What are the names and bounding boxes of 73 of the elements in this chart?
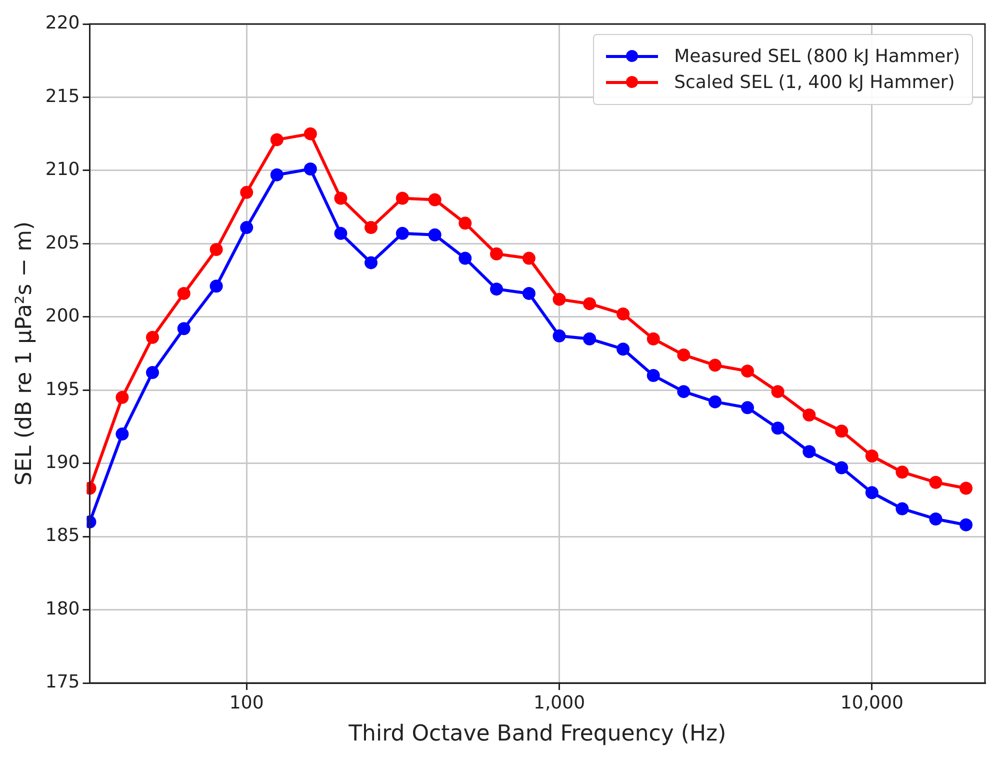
- y-tick-label: 205: [45, 232, 80, 254]
- point: [116, 390, 129, 404]
- point: [896, 502, 909, 516]
- point: [177, 322, 190, 336]
- point: [116, 428, 129, 441]
- point: [210, 243, 223, 256]
- point: [646, 332, 660, 346]
- point: [835, 461, 848, 474]
- y-tick-label: 185: [45, 525, 80, 546]
- y-tick-label: 210: [45, 159, 80, 180]
- point: [428, 228, 442, 242]
- point: [177, 286, 190, 300]
- point: [270, 168, 284, 182]
- point: [677, 348, 690, 362]
- point: [960, 482, 973, 495]
- point: [304, 127, 317, 140]
- y-tick-label: 220: [45, 12, 80, 34]
- point: [210, 280, 223, 293]
- legend-label: Measured SEL (800 kJ Hammer): [674, 46, 960, 67]
- point: [270, 133, 284, 146]
- point: [929, 512, 942, 526]
- point: [146, 330, 159, 344]
- point: [240, 221, 254, 234]
- x-tick-label: 1,000: [533, 692, 586, 714]
- point: [960, 518, 973, 532]
- point: [835, 424, 848, 438]
- x-tick-label: 10,000: [840, 692, 904, 714]
- point: [896, 466, 909, 479]
- point: [552, 292, 566, 306]
- point: [458, 252, 472, 265]
- point: [616, 342, 630, 356]
- point: [146, 366, 159, 380]
- x-axis-title: Third Octave Band Frequency (Hz): [348, 722, 726, 747]
- point: [522, 286, 536, 300]
- point: [865, 486, 878, 500]
- point: [490, 247, 504, 260]
- point: [396, 226, 409, 240]
- point: [583, 332, 596, 346]
- x-tick-label: 100: [229, 692, 264, 714]
- point: [490, 282, 504, 296]
- point: [583, 297, 596, 310]
- y-tick-label: 200: [45, 306, 80, 327]
- point: [364, 221, 378, 234]
- point: [708, 358, 722, 372]
- y-tick-label: 195: [45, 378, 80, 400]
- point: [740, 364, 754, 378]
- point: [334, 192, 348, 205]
- point: [396, 192, 409, 205]
- point: [646, 368, 660, 382]
- point: [802, 408, 816, 422]
- point: [708, 395, 722, 408]
- point: [929, 476, 942, 489]
- point: [304, 162, 317, 176]
- y-tick-label: 180: [45, 598, 80, 620]
- point: [334, 226, 348, 240]
- point: [616, 307, 630, 320]
- point: [771, 422, 784, 435]
- y-axis-title: SEL (dB re 1 μPa²s − m): [12, 221, 37, 486]
- y-tick-label: 175: [45, 672, 80, 693]
- point: [865, 450, 878, 463]
- point: [240, 186, 254, 199]
- y-tick-label: 190: [45, 452, 80, 474]
- legend-label: Scaled SEL (1, 400 kJ Hammer): [674, 72, 955, 93]
- point: [458, 216, 472, 230]
- point: [522, 252, 536, 265]
- point: [771, 385, 784, 398]
- point: [552, 329, 566, 342]
- point: [740, 401, 754, 414]
- point: [364, 256, 378, 270]
- point: [802, 445, 816, 458]
- point: [428, 193, 442, 206]
- point: [677, 385, 690, 398]
- y-tick-label: 215: [45, 86, 80, 107]
